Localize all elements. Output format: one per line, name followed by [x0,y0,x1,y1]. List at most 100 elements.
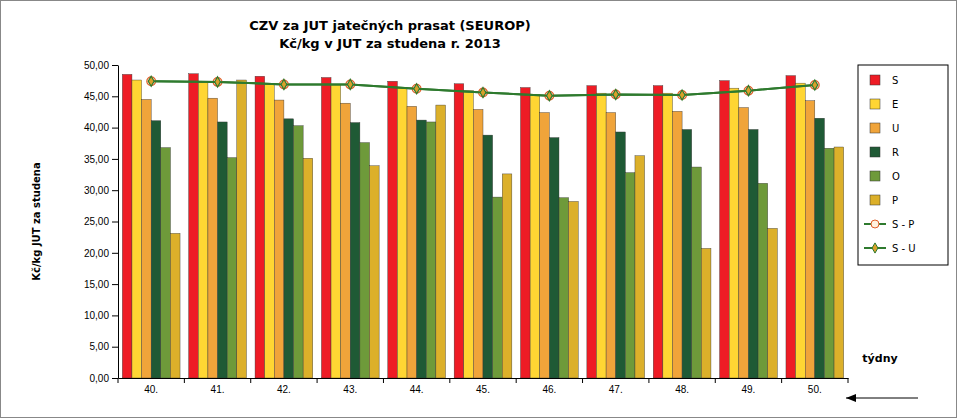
y-tick [112,96,118,97]
bar [417,120,427,378]
marker [215,77,221,87]
bar [502,174,512,378]
legend-swatch [870,99,880,109]
y-tick-label: 30,00 [84,185,109,196]
y-tick-label: 20,00 [84,248,109,259]
bar [397,88,407,378]
bar [824,148,834,378]
y-tick-group: 45,00 [84,91,118,102]
bar [625,173,635,378]
bar [796,83,806,378]
bar [805,101,815,378]
marker [545,91,554,100]
legend-label: E [892,99,898,110]
legend-swatch [870,75,880,85]
bar [142,99,152,378]
markers [148,76,818,101]
x-separator [648,378,649,383]
bar [436,105,446,378]
bar [151,121,161,378]
legend-swatch [870,195,880,205]
y-tick [112,347,118,348]
y-tick [112,128,118,129]
x-separator [516,378,517,383]
bar [454,84,464,378]
y-tick [112,222,118,223]
bar [663,93,673,378]
y-tick-group: 20,00 [84,248,118,259]
bar [208,98,218,378]
chart: CZV za JUT jatečných prasat (SEUROP)Kč/k… [0,0,957,418]
bar-series [170,80,843,378]
y-tick-group: 10,00 [84,310,118,321]
x-arrow-head [846,394,856,402]
legend-label: S - P [892,219,914,230]
marker [746,86,752,96]
bar-series [151,118,824,378]
bar-series [132,80,805,378]
x-tick-label: 49. [742,384,756,395]
bar [569,201,579,378]
x-tick-group: 41. [211,378,225,395]
bar [739,108,749,378]
bar [682,129,692,378]
x-tick-group: 44. [410,378,424,395]
bar [370,166,380,378]
x-tick-label: 46. [542,384,556,395]
y-tick-label: 5,00 [90,341,110,352]
legend: SEUROPS - PS - U [858,65,948,265]
legend-label: R [892,147,899,158]
bar [294,126,304,378]
y-axis: 0,005,0010,0015,0020,0025,0030,0035,0040… [84,60,119,384]
x-axis-line [119,378,849,379]
marker [414,84,420,94]
marker [147,77,156,86]
bar [653,86,663,378]
subtitle: Kč/kg v JUT za studena r. 2013 [279,36,501,51]
plot-area [122,74,843,378]
bar [473,109,483,378]
x-separator [317,378,318,383]
bar [758,183,768,378]
bar [587,86,597,378]
bar [388,81,398,378]
y-tick-group: 35,00 [84,154,118,165]
x-tick-label: 43. [343,384,357,395]
y-axis-title: Kč/kg JUT za studena [31,162,42,280]
marker [812,80,818,90]
y-tick-label: 35,00 [84,154,109,165]
x-tick-label: 50. [808,384,822,395]
bar [483,135,493,378]
marker [479,88,488,97]
bar [350,123,360,378]
bar [768,228,778,378]
chart-frame [1,1,957,418]
bar [132,80,142,378]
y-tick-group: 15,00 [84,279,118,290]
bar [303,158,313,378]
marker [678,91,687,100]
x-separator [449,378,450,383]
legend-label: O [892,171,900,182]
marker [480,87,486,97]
marker [679,90,685,100]
x-separator [118,378,119,383]
legend-swatch [870,171,880,181]
legend-swatch [870,147,880,157]
x-tick-group: 46. [542,378,556,395]
x-tick-group: 50. [808,378,822,395]
x-separators [118,378,848,383]
bar [161,148,171,378]
legend-swatch [870,123,880,133]
x-tick-group: 49. [742,378,756,395]
y-tick-label: 25,00 [84,216,109,227]
bar [321,78,331,378]
bar [606,113,616,378]
y-tick-group: 40,00 [84,122,118,133]
y-tick-label: 10,00 [84,310,109,321]
bar [122,74,132,378]
y-tick-label: 50,00 [84,60,109,71]
bar [426,122,436,378]
bar-series [122,74,795,378]
x-separator [184,378,185,383]
